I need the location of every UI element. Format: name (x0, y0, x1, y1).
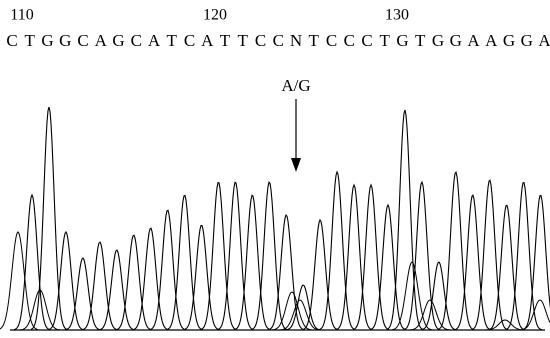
snp-label: A/G (281, 76, 310, 95)
arrow-head (291, 158, 301, 172)
base-letter: C (77, 31, 88, 50)
base-letter: N (290, 31, 302, 50)
base-letter: C (184, 31, 195, 50)
base-letter: T (380, 31, 391, 50)
position-label: 110 (10, 7, 33, 24)
base-letter: A (95, 31, 108, 50)
peak (167, 196, 203, 330)
base-letter: G (112, 31, 124, 50)
base-letter: T (415, 31, 426, 50)
minor-peak (0, 232, 38, 330)
position-label: 130 (385, 7, 409, 24)
base-letter: C (361, 31, 372, 50)
peak (82, 242, 118, 330)
base-letter: T (167, 31, 178, 50)
peak (353, 185, 389, 330)
base-letter: A (201, 31, 214, 50)
base-letter: G (503, 31, 515, 50)
position-label: 120 (203, 7, 227, 24)
base-letter: T (309, 31, 320, 50)
base-letter: G (41, 31, 53, 50)
minor-peak (392, 262, 432, 330)
peak (217, 182, 253, 329)
base-letter: G (450, 31, 462, 50)
base-letter: G (59, 31, 71, 50)
base-letter: C (6, 31, 17, 50)
base-letter: G (521, 31, 533, 50)
trace (0, 107, 550, 330)
base-letter: G (432, 31, 444, 50)
chromatogram: 110 120 130 A/G CTGGCAGCATCATTCCNTCCCTGT… (0, 0, 550, 338)
base-letter: A (538, 31, 550, 50)
peak (268, 215, 304, 330)
peak (302, 220, 338, 330)
base-letter: A (148, 31, 161, 50)
base-letter: A (467, 31, 480, 50)
base-letter: C (131, 31, 142, 50)
base-letter: C (255, 31, 266, 50)
base-letter: T (238, 31, 249, 50)
base-letter: C (326, 31, 337, 50)
peak (472, 180, 508, 329)
base-letter: A (485, 31, 498, 50)
peak (14, 195, 50, 330)
base-letter: C (344, 31, 355, 50)
base-letter: T (25, 31, 36, 50)
base-letter: G (396, 31, 408, 50)
peak (438, 172, 474, 330)
peak (336, 185, 372, 330)
base-letter: T (220, 31, 231, 50)
base-letter: C (273, 31, 284, 50)
